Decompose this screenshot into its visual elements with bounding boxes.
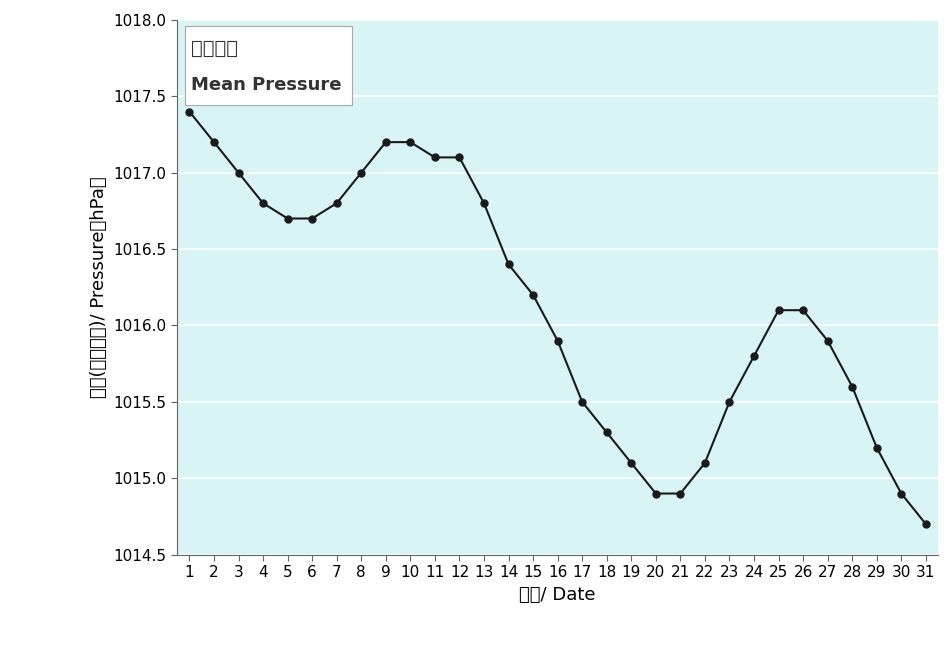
FancyBboxPatch shape [185,26,352,105]
Text: 平均氣壓: 平均氣壓 [190,38,238,58]
Text: Mean Pressure: Mean Pressure [190,76,342,94]
Y-axis label: 氣壓(百帕斯卡)/ Pressure（hPa）: 氣壓(百帕斯卡)/ Pressure（hPa） [90,176,108,398]
X-axis label: 日期/ Date: 日期/ Date [520,586,596,604]
